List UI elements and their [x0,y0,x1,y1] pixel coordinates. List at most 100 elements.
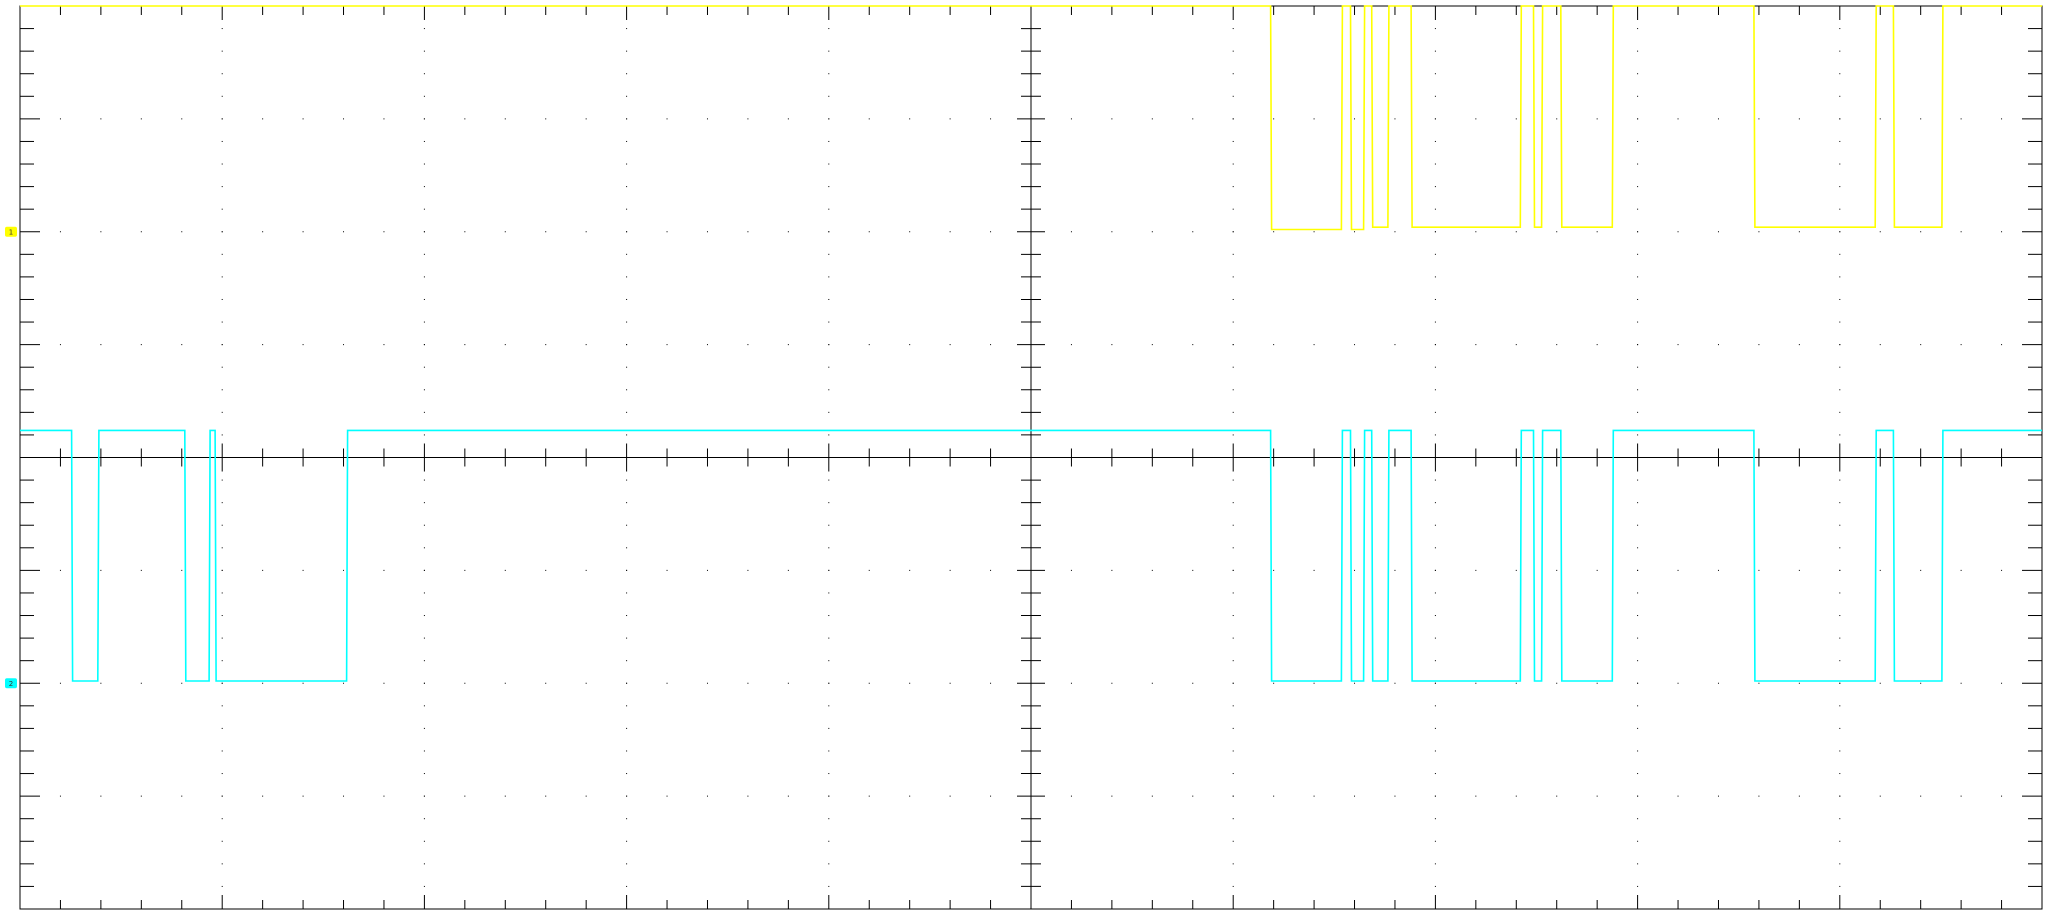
grid-dot [181,118,182,119]
grid-dot [1839,547,1840,548]
grid-dot [828,28,829,29]
grid-dot [1839,886,1840,887]
grid-dot [1435,502,1436,503]
grid-dot [1435,841,1436,842]
grid-dot [1435,796,1436,797]
grid-dot [424,525,425,526]
grid-dot [1233,592,1234,593]
grid-dot [424,28,425,29]
grid-dot [505,570,506,571]
grid-dot [626,502,627,503]
grid-dot [141,796,142,797]
grid-dot [1556,796,1557,797]
grid-dot [1233,615,1234,616]
grid-dot [1233,705,1234,706]
grid-dot [343,683,344,684]
grid-dot [1758,344,1759,345]
grid-dot [1435,592,1436,593]
grid-dot [383,118,384,119]
grid-dot [626,412,627,413]
grid-dot [1880,344,1881,345]
grid-dot [424,254,425,255]
grid-dot [1233,750,1234,751]
grid-dot [1192,118,1193,119]
grid-dot [1799,231,1800,232]
grid-dot [424,51,425,52]
grid-dot [424,164,425,165]
grid-dot [1839,615,1840,616]
grid-dot [828,96,829,97]
grid-dot [828,141,829,142]
grid-dot [828,344,829,345]
grid-dot [1435,705,1436,706]
grid-dot [1637,570,1638,571]
grid-dot [828,51,829,52]
grid-dot [1678,570,1679,571]
grid-dot [303,118,304,119]
grid-dot [545,231,546,232]
grid-dot [424,592,425,593]
grid-dot [1637,705,1638,706]
grid-dot [1233,480,1234,481]
grid-dot [262,231,263,232]
grid-dot [1637,796,1638,797]
grid-dot [303,344,304,345]
grid-dot [383,683,384,684]
grid-dot [1839,254,1840,255]
grid-dot [1839,299,1840,300]
grid-dot [222,570,223,571]
grid-dot [1233,141,1234,142]
grid-dot [424,412,425,413]
grid-dot [1192,570,1193,571]
grid-dot [869,796,870,797]
grid-dot [828,412,829,413]
grid-dot [222,841,223,842]
grid-dot [464,344,465,345]
grid-dot [343,231,344,232]
grid-dot [343,570,344,571]
grid-dot [1111,683,1112,684]
grid-dot [1435,773,1436,774]
grid-dot [828,186,829,187]
grid-dot [222,660,223,661]
grid-dot [909,683,910,684]
grid-dot [626,186,627,187]
grid-dot [1637,434,1638,435]
grid-dot [2001,231,2002,232]
grid-dot [424,728,425,729]
grid-dot [1839,863,1840,864]
grid-dot [788,118,789,119]
grid-dot [626,164,627,165]
grid-dot [222,705,223,706]
grid-dot [626,51,627,52]
grid-dot [343,344,344,345]
grid-dot [1839,683,1840,684]
grid-dot [1597,118,1598,119]
grid-dot [1839,660,1840,661]
grid-dot [1475,570,1476,571]
grid-dot [181,231,182,232]
grid-dot [60,344,61,345]
grid-dot [1031,570,1032,571]
grid-dot [1880,570,1881,571]
channel-1-marker-label: 1 [9,228,13,236]
grid-dot [464,683,465,684]
grid-dot [990,796,991,797]
grid-dot [626,480,627,481]
grid-dot [828,886,829,887]
grid-dot [1435,141,1436,142]
grid-dot [1435,231,1436,232]
grid-dot [1031,344,1032,345]
grid-dot [141,118,142,119]
grid-dot [545,683,546,684]
grid-dot [1233,886,1234,887]
grid-dot [1233,254,1234,255]
grid-dot [222,525,223,526]
grid-dot [303,231,304,232]
grid-dot [1637,96,1638,97]
grid-dot [626,615,627,616]
grid-dot [383,570,384,571]
grid-dot [1233,299,1234,300]
grid-dot [222,254,223,255]
grid-dot [1233,773,1234,774]
